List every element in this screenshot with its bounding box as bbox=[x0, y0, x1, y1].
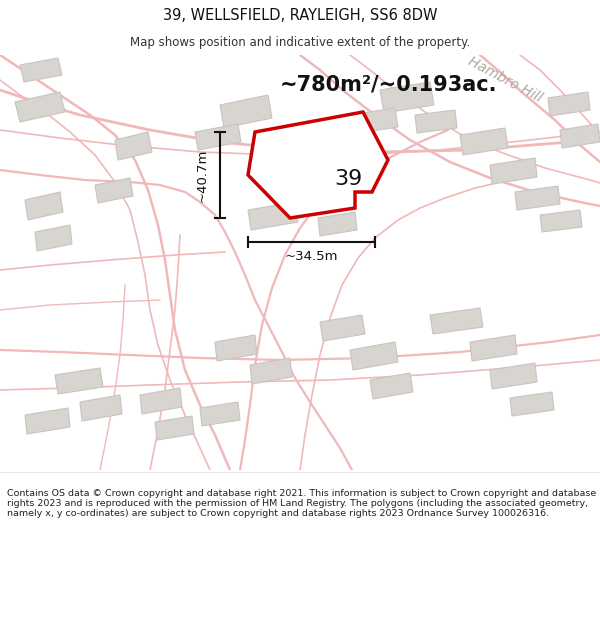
Polygon shape bbox=[248, 112, 388, 218]
Polygon shape bbox=[318, 212, 357, 236]
Text: Contains OS data © Crown copyright and database right 2021. This information is : Contains OS data © Crown copyright and d… bbox=[7, 489, 596, 518]
Polygon shape bbox=[510, 392, 554, 416]
Polygon shape bbox=[350, 108, 398, 134]
Polygon shape bbox=[290, 185, 333, 212]
Polygon shape bbox=[215, 335, 257, 361]
Polygon shape bbox=[250, 358, 292, 384]
Polygon shape bbox=[20, 58, 62, 82]
Polygon shape bbox=[490, 363, 537, 389]
Polygon shape bbox=[25, 408, 70, 434]
Polygon shape bbox=[430, 308, 483, 334]
Text: ~780m²/~0.193ac.: ~780m²/~0.193ac. bbox=[280, 75, 497, 95]
Polygon shape bbox=[115, 132, 152, 160]
Polygon shape bbox=[460, 128, 508, 155]
Polygon shape bbox=[95, 178, 133, 203]
Polygon shape bbox=[35, 225, 72, 251]
Text: 39, WELLSFIELD, RAYLEIGH, SS6 8DW: 39, WELLSFIELD, RAYLEIGH, SS6 8DW bbox=[163, 8, 437, 23]
Polygon shape bbox=[195, 124, 241, 150]
Polygon shape bbox=[248, 202, 298, 230]
Text: Hambro Hill: Hambro Hill bbox=[466, 54, 544, 106]
Polygon shape bbox=[140, 388, 182, 414]
Text: ~40.7m: ~40.7m bbox=[196, 148, 209, 202]
Polygon shape bbox=[415, 110, 457, 133]
Polygon shape bbox=[540, 210, 582, 232]
Polygon shape bbox=[155, 416, 194, 440]
Text: ~34.5m: ~34.5m bbox=[285, 249, 338, 262]
Text: 39: 39 bbox=[334, 169, 362, 189]
Polygon shape bbox=[80, 395, 122, 421]
Polygon shape bbox=[15, 92, 65, 122]
Polygon shape bbox=[25, 192, 63, 220]
Polygon shape bbox=[220, 95, 272, 128]
Text: Map shows position and indicative extent of the property.: Map shows position and indicative extent… bbox=[130, 36, 470, 49]
Polygon shape bbox=[55, 368, 103, 394]
Polygon shape bbox=[200, 402, 240, 426]
Polygon shape bbox=[515, 186, 560, 210]
Polygon shape bbox=[350, 342, 398, 370]
Polygon shape bbox=[370, 373, 413, 399]
Polygon shape bbox=[490, 158, 537, 184]
Polygon shape bbox=[470, 335, 517, 361]
Polygon shape bbox=[320, 315, 365, 341]
Polygon shape bbox=[560, 124, 600, 148]
Polygon shape bbox=[380, 82, 434, 113]
Polygon shape bbox=[548, 92, 590, 116]
